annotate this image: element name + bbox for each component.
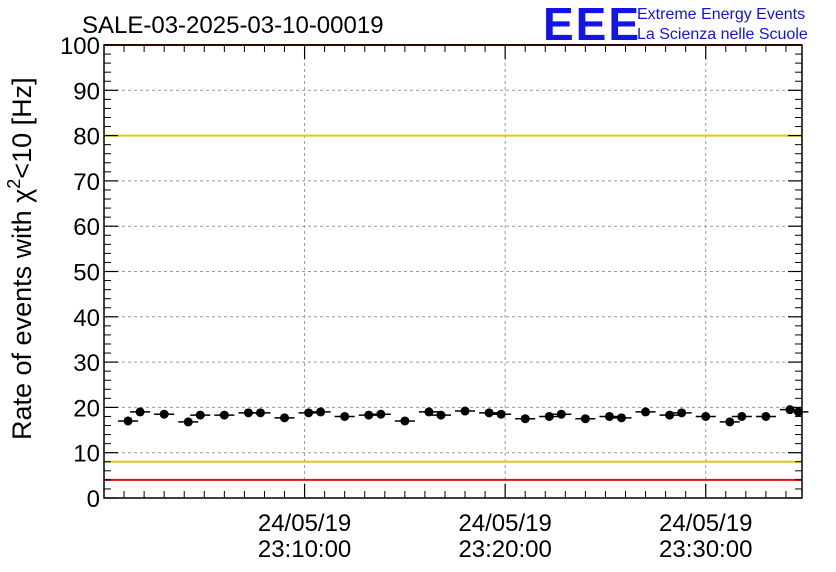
data-point — [551, 409, 572, 419]
data-point — [190, 410, 211, 420]
point-marker — [665, 410, 675, 420]
point-marker — [677, 408, 687, 418]
x-tick-time: 23:20:00 — [458, 536, 551, 563]
eee-logo: EEE Extreme Energy Events La Scienza nel… — [543, 0, 808, 50]
data-point — [479, 408, 500, 418]
x-tick-time: 23:30:00 — [659, 536, 752, 563]
y-axis-label-superscript: 2 — [4, 179, 24, 189]
data-point — [788, 407, 809, 417]
data-point — [418, 407, 439, 417]
x-axis: 24/05/1923:10:0024/05/1923:20:0024/05/19… — [123, 45, 787, 563]
point-marker — [376, 409, 386, 419]
eee-logo-line2: La Scienza nelle Scuole — [637, 26, 808, 43]
data-point — [719, 417, 740, 427]
point-marker — [604, 411, 614, 421]
point-marker — [761, 411, 771, 421]
data-point — [611, 413, 632, 423]
data-point — [178, 417, 199, 427]
data-point — [130, 407, 151, 417]
y-tick-label: 90 — [73, 78, 100, 105]
data-point — [695, 411, 716, 421]
data-point — [515, 414, 536, 424]
point-marker — [255, 408, 265, 418]
data-point — [575, 414, 596, 424]
y-axis-label-suffix: <10 [Hz] — [7, 77, 37, 178]
x-tick-date: 24/05/19 — [659, 510, 752, 537]
data-point — [214, 410, 235, 420]
data-point — [599, 411, 620, 421]
point-marker — [340, 411, 350, 421]
eee-logo-line1: Extreme Energy Events — [637, 6, 805, 23]
y-axis-label: Rate of events with χ2<10 [Hz] — [4, 77, 37, 440]
point-marker — [183, 417, 193, 427]
data-point — [274, 413, 295, 423]
data-point — [310, 407, 331, 417]
data-point — [731, 411, 752, 421]
eee-logo-mark: EEE — [543, 0, 641, 50]
data-point — [118, 416, 139, 426]
data-point — [539, 411, 560, 421]
y-tick-label: 0 — [87, 486, 100, 513]
point-marker — [316, 407, 326, 417]
y-tick-label: 10 — [73, 441, 100, 468]
point-marker — [725, 417, 735, 427]
point-marker — [219, 410, 229, 420]
data-point — [491, 409, 512, 419]
data-point — [334, 411, 355, 421]
point-marker — [400, 416, 410, 426]
data-point — [671, 408, 692, 418]
y-tick-label: 60 — [73, 214, 100, 241]
data-point — [430, 410, 451, 420]
grid-lines — [104, 45, 802, 498]
y-tick-label: 70 — [73, 169, 100, 196]
data-point — [755, 411, 776, 421]
data-point — [635, 407, 656, 417]
point-marker — [580, 414, 590, 424]
chart-title: SALE-03-2025-03-10-00019 — [82, 12, 384, 39]
point-marker — [304, 408, 314, 418]
point-marker — [737, 411, 747, 421]
y-tick-label: 30 — [73, 350, 100, 377]
y-axis-label-prefix: Rate of events with χ — [7, 189, 37, 440]
data-point — [298, 408, 319, 418]
y-tick-label: 100 — [60, 33, 100, 60]
point-marker — [793, 407, 803, 417]
y-tick-label: 20 — [73, 395, 100, 422]
x-tick-date: 24/05/19 — [258, 510, 351, 537]
point-marker — [785, 405, 795, 415]
y-tick-label: 80 — [73, 124, 100, 151]
point-marker — [460, 406, 470, 416]
point-marker — [424, 407, 434, 417]
point-marker — [616, 413, 626, 423]
data-point — [358, 410, 379, 420]
data-point — [659, 410, 680, 420]
point-marker — [484, 408, 494, 418]
point-marker — [159, 409, 169, 419]
data-point — [370, 409, 391, 419]
point-marker — [280, 413, 290, 423]
point-marker — [641, 407, 651, 417]
x-tick-date: 24/05/19 — [458, 510, 551, 537]
y-tick-label: 50 — [73, 260, 100, 287]
point-marker — [556, 409, 566, 419]
y-axis: 0 10 20 30 40 50 60 70 80 90 100 — [60, 33, 802, 513]
data-point — [394, 416, 415, 426]
data-point — [455, 406, 476, 416]
point-marker — [496, 409, 506, 419]
point-marker — [520, 414, 530, 424]
point-marker — [364, 410, 374, 420]
point-marker — [135, 407, 145, 417]
x-tick-time: 23:10:00 — [258, 536, 351, 563]
data-point — [154, 409, 175, 419]
point-marker — [544, 411, 554, 421]
data-point — [250, 408, 271, 418]
point-marker — [123, 416, 133, 426]
y-tick-label: 40 — [73, 305, 100, 332]
data-points — [118, 405, 809, 427]
point-marker — [195, 410, 205, 420]
point-marker — [701, 411, 711, 421]
point-marker — [243, 408, 253, 418]
point-marker — [436, 410, 446, 420]
